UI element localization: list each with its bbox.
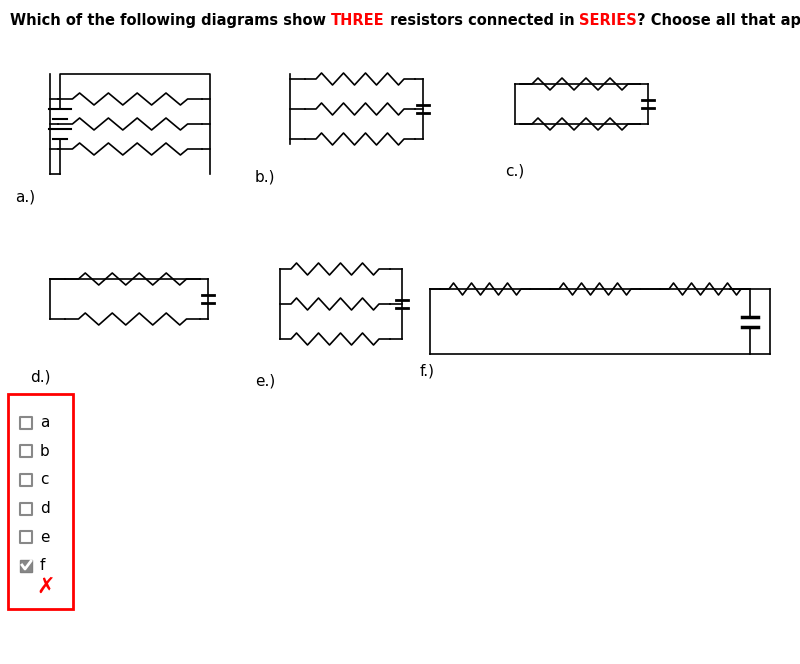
Text: b: b xyxy=(40,444,50,459)
Text: SERIES: SERIES xyxy=(579,13,638,28)
Text: ✗: ✗ xyxy=(37,577,55,597)
Text: b.): b.) xyxy=(255,169,275,184)
Text: f.): f.) xyxy=(420,364,435,379)
Text: Which of the following diagrams show: Which of the following diagrams show xyxy=(10,13,331,28)
Bar xyxy=(20,560,32,572)
Text: resistors connected in: resistors connected in xyxy=(385,13,579,28)
Text: ? Choose all that apply.: ? Choose all that apply. xyxy=(638,13,800,28)
Bar xyxy=(20,531,32,543)
Bar xyxy=(20,417,32,429)
Bar xyxy=(8,394,73,609)
Text: d: d xyxy=(40,501,50,516)
Text: f: f xyxy=(40,558,46,574)
Text: c: c xyxy=(40,473,49,487)
Bar xyxy=(20,474,32,486)
Bar xyxy=(20,503,32,515)
Text: e: e xyxy=(40,530,50,545)
Text: e.): e.) xyxy=(255,374,275,389)
Bar xyxy=(20,446,32,457)
Text: a: a xyxy=(40,415,50,430)
Text: a.): a.) xyxy=(15,189,35,204)
Text: d.): d.) xyxy=(30,369,50,384)
Text: c.): c.) xyxy=(505,164,524,179)
Text: THREE: THREE xyxy=(331,13,385,28)
